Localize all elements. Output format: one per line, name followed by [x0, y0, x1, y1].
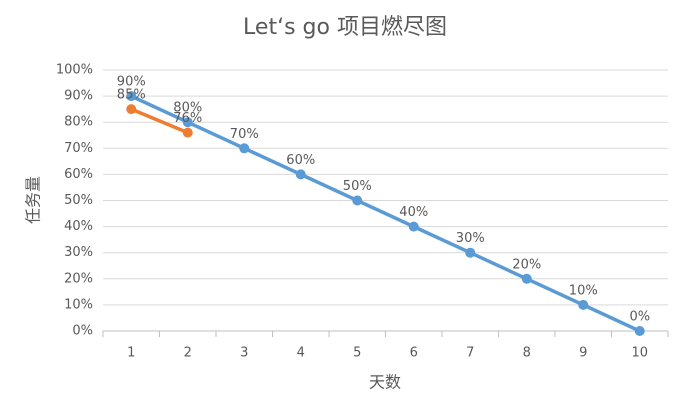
x-tick-label: 4: [297, 346, 305, 361]
y-tick-label: 50%: [64, 193, 93, 208]
data-label: 10%: [569, 283, 598, 298]
data-label: 60%: [286, 153, 315, 168]
data-point: [295, 169, 306, 180]
x-axis-title: 天数: [369, 373, 401, 392]
y-tick-label: 20%: [64, 271, 93, 286]
y-tick-label: 60%: [64, 167, 93, 182]
y-tick-label: 30%: [64, 245, 93, 260]
y-tick-label: 0%: [72, 324, 93, 339]
data-point: [352, 195, 363, 206]
data-point: [182, 117, 193, 128]
data-point: [126, 104, 137, 115]
data-label: 70%: [230, 127, 259, 142]
data-label: 0%: [629, 310, 650, 325]
y-axis-title: 任务量: [24, 176, 43, 224]
y-tick-label: 70%: [64, 141, 93, 156]
x-tick-label: 5: [353, 346, 361, 361]
series-line: [129, 107, 190, 135]
data-point: [465, 247, 476, 258]
y-tick-label: 40%: [64, 219, 93, 234]
data-label: 30%: [456, 231, 485, 246]
x-tick-label: 3: [240, 346, 248, 361]
data-point: [634, 326, 645, 336]
data-point: [521, 273, 532, 284]
x-tick-label: 10: [631, 346, 648, 361]
series-line: [129, 94, 642, 333]
data-point: [578, 299, 589, 310]
x-tick-label: 7: [466, 346, 474, 361]
y-tick-label: 10%: [64, 297, 93, 312]
data-label: 50%: [343, 179, 372, 194]
data-label: 80%: [173, 101, 202, 116]
data-label: 20%: [512, 257, 541, 272]
data-label: 85%: [117, 88, 146, 103]
data-point: [239, 143, 250, 154]
data-label: 90%: [117, 75, 146, 90]
y-tick-label: 100%: [56, 63, 93, 78]
data-label: 40%: [399, 205, 428, 220]
x-tick-label: 1: [127, 346, 135, 361]
y-tick-label: 80%: [64, 115, 93, 130]
data-point: [408, 221, 419, 232]
data-label: 76%: [173, 111, 202, 126]
x-tick-label: 6: [410, 346, 418, 361]
y-tick-label: 90%: [64, 89, 93, 104]
data-point: [182, 127, 193, 138]
data-point: [126, 91, 137, 102]
chart-title: Let‘s go 项目燃尽图: [243, 15, 447, 40]
x-tick-label: 8: [523, 346, 531, 361]
x-tick-label: 9: [579, 346, 587, 361]
x-tick-label: 2: [184, 346, 192, 361]
